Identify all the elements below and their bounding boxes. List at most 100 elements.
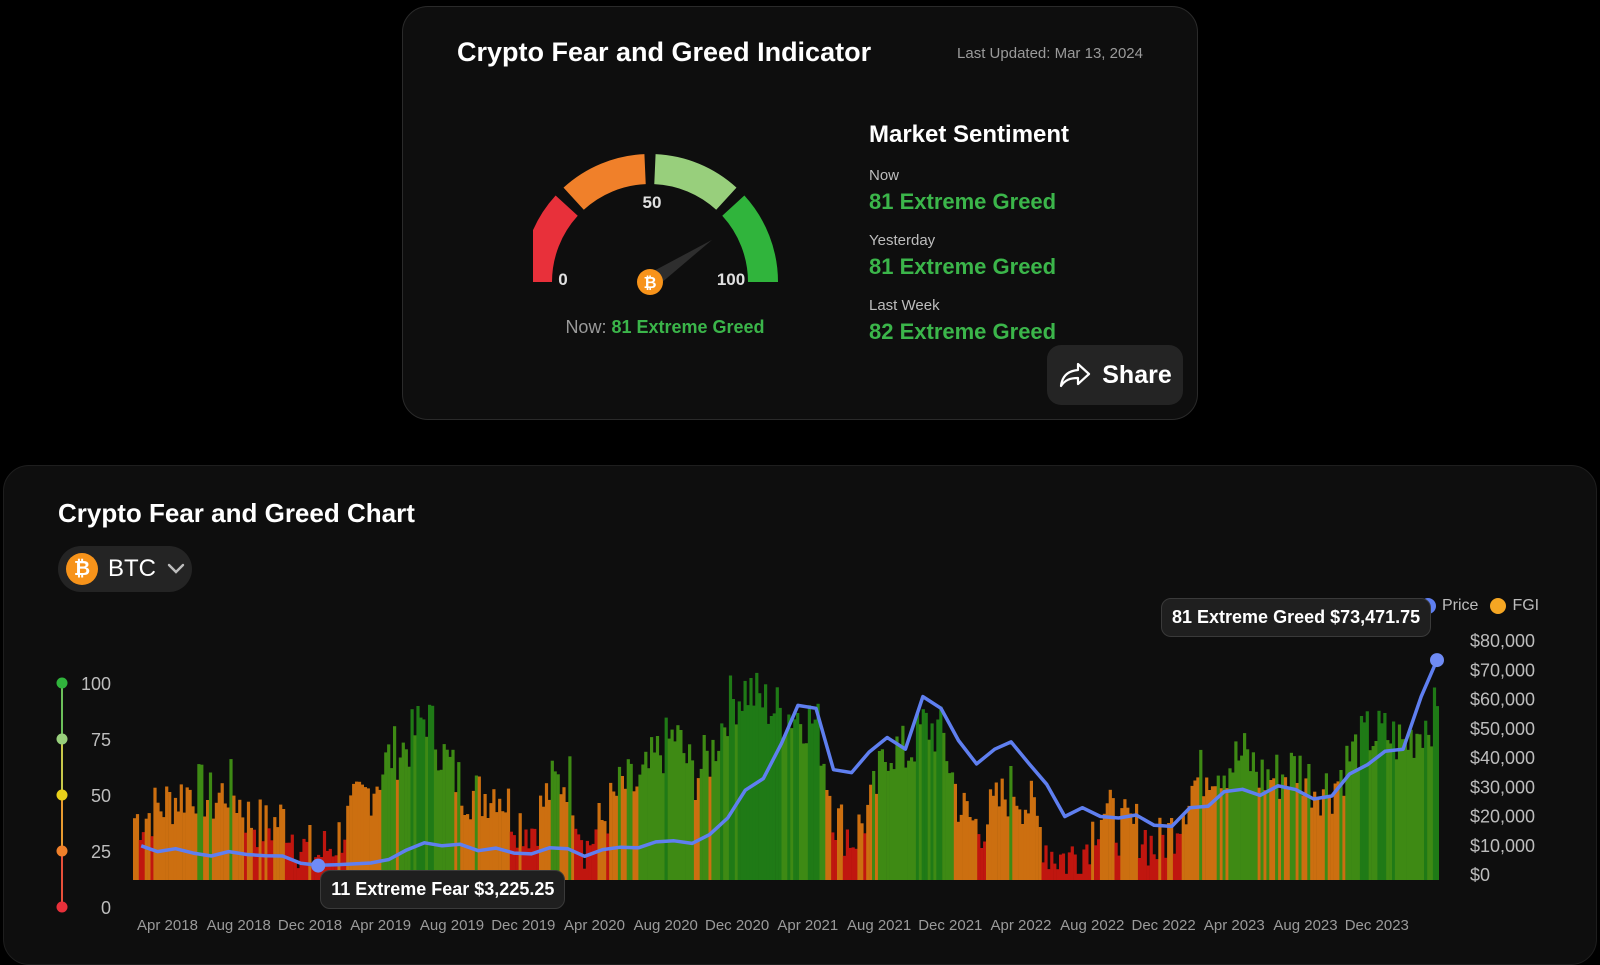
indicator-title: Crypto Fear and Greed Indicator [457,37,872,67]
fgi-bar [1421,747,1425,880]
fgi-bar [895,736,899,880]
fgi-bar [1228,768,1232,880]
fgi-bar [1286,786,1291,880]
fgi-bar [1260,759,1264,880]
fgi-bar [565,802,569,880]
fgi-bar [918,724,922,880]
fgi-bar [726,736,730,880]
gauge-now-prefix: Now: [565,317,607,337]
fgi-bar [1015,805,1019,880]
fgi-bar [1129,813,1133,880]
fgi-bar [1351,741,1355,880]
fgi-bar [1140,844,1144,880]
fgi-bar [1114,842,1118,880]
fgi-tick-label: 75 [91,730,111,750]
fgi-bar [796,713,800,880]
fgi-bar [825,790,829,880]
fgi-bar [1111,798,1115,880]
fgi-bar [804,743,809,880]
fgi-bar [901,725,905,880]
fgi-bar [1254,771,1258,880]
fgi-bar [153,787,157,880]
fgi-bar [994,782,998,880]
fgi-bar [360,784,364,880]
fgi-bar [764,684,768,880]
fgi-bar [413,735,417,880]
fgi-bar [226,807,230,880]
fgi-bar [904,767,908,880]
fgi-bar [264,805,268,880]
fgi-bar [428,704,432,880]
fgi-bar [612,791,616,880]
fgi-bar [334,855,338,880]
price-marker[interactable] [311,858,326,873]
x-tick-label: Dec 2021 [918,917,982,934]
fgi-bar [854,848,858,880]
fgi-bar [1021,824,1025,880]
fgi-axis-dot [56,845,68,857]
fgi-bar [1330,813,1334,880]
fgi-bar [1032,797,1036,880]
fgi-bar [1231,772,1235,880]
fgi-bar [1377,710,1381,880]
fgi-bar [1064,873,1068,880]
fgi-bar [1275,754,1279,880]
fgi-bar [1321,789,1326,880]
fgi-bar [945,761,949,880]
fear-greed-chart-card: Crypto Fear and Greed Chart ₿ BTC [3,465,1597,965]
fgi-bar [1281,774,1285,880]
fgi-bar [393,726,397,880]
fgi-bar [1397,724,1402,880]
fgi-bar [1389,743,1393,880]
fgi-bar [1412,757,1416,880]
share-button[interactable]: Share [1047,345,1183,405]
fgi-bar [147,813,151,880]
fgi-bar [284,842,289,880]
fgi-bar [369,815,373,880]
fgi-bar [141,832,145,880]
fgi-bar [650,737,654,880]
fgi-bar [495,812,499,880]
fgi-bar [1202,796,1206,880]
price-line [140,659,1439,868]
fgi-bar [968,817,972,880]
fgi-legend-label[interactable]: FGI [1512,597,1540,614]
fgi-bar [1298,755,1302,880]
price-marker[interactable] [1430,653,1444,668]
fgi-bar [197,764,201,880]
fgi-bar [860,823,864,880]
fgi-bar [442,744,446,880]
fgi-bar [349,795,353,880]
x-tick-label: Dec 2019 [491,917,555,934]
fgi-bar [571,815,575,880]
fgi-bar [270,840,274,880]
fgi-bar [305,841,309,880]
fgi-bar [568,756,572,880]
fgi-bar [731,699,735,880]
fgi-bar [378,789,382,880]
fgi-bar [1208,790,1212,880]
fgi-bar [577,834,581,880]
fgi-bar [1368,750,1372,880]
fgi-bar [620,776,624,880]
x-tick-label: Aug 2019 [420,917,484,934]
fgi-bar [509,831,513,880]
fgi-bar [1082,849,1086,880]
fgi-bar [1427,734,1431,880]
fgi-bar [474,775,478,880]
fgi-bar [255,847,259,880]
fgi-bar [302,838,306,880]
fgi-bar [1333,783,1337,880]
fgi-bar [1155,859,1159,880]
fgi-bar [845,829,849,880]
gauge-mid-label: 50 [643,193,662,212]
asset-dropdown[interactable]: ₿ BTC [58,546,192,592]
fgi-bar [133,818,137,880]
fgi-bar [1324,773,1328,880]
fgi-bar [679,730,683,880]
fgi-bar [1091,821,1095,880]
price-legend-label[interactable]: Price [1442,597,1479,614]
fgi-bar [185,787,189,880]
fgi-bar [1056,869,1060,880]
fgi-bar [1266,769,1270,880]
